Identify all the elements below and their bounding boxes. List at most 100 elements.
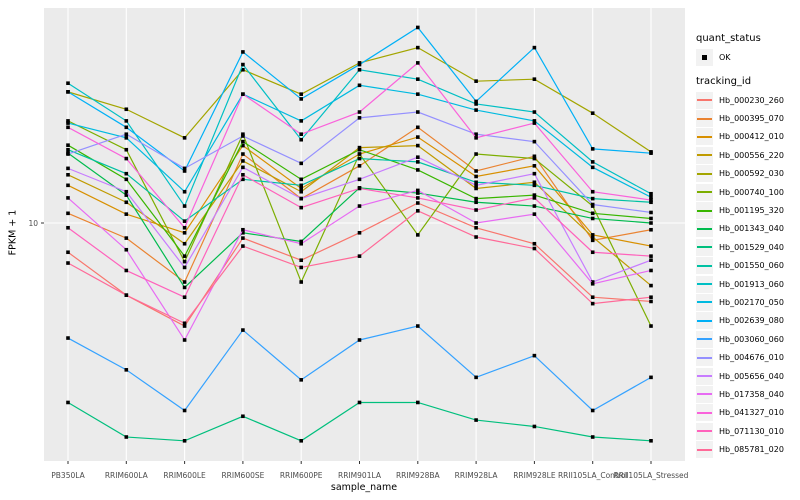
data-point: [299, 186, 303, 191]
legend-item-label: OK: [719, 53, 731, 62]
data-point: [124, 200, 129, 205]
legend-key-box: [696, 91, 713, 109]
legend-item-Hb_004676_010[interactable]: Hb_004676_010: [696, 348, 784, 367]
data-point: [357, 164, 362, 168]
legend-item-Hb_001343_040[interactable]: Hb_001343_040: [696, 220, 784, 238]
data-point: [299, 119, 303, 123]
legend-item-Hb_002639_080[interactable]: Hb_002639_080: [696, 312, 784, 330]
legend-item-Hb_001195_320[interactable]: Hb_001195_320: [696, 201, 784, 220]
data-point: [532, 154, 537, 159]
series-color-swatch-icon: [697, 319, 712, 322]
data-point: [649, 195, 653, 199]
legend-item-ok[interactable]: OK: [696, 49, 731, 66]
data-point: [474, 196, 478, 201]
data-point: [590, 235, 595, 239]
legend-item-label: Hb_000556_220: [719, 150, 784, 160]
data-point: [649, 299, 653, 304]
data-point: [474, 208, 478, 212]
legend-item-Hb_005656_040[interactable]: Hb_005656_040: [696, 367, 784, 385]
data-point: [299, 438, 303, 443]
legend-key-box: [696, 220, 713, 238]
series-color-swatch-icon: [697, 172, 712, 175]
data-point: [182, 280, 187, 284]
legend-item-label: Hb_017358_040: [719, 389, 784, 399]
data-point: [299, 205, 303, 210]
legend: quant_status OK tracking_id Hb_000230_26…: [690, 0, 800, 500]
legend-item-Hb_000592_030[interactable]: Hb_000592_030: [696, 165, 784, 183]
data-point: [357, 110, 362, 114]
series-color-swatch-icon: [697, 246, 712, 249]
data-point: [649, 283, 653, 288]
legend-key-box: [696, 49, 713, 66]
data-point: [532, 110, 537, 114]
x-tick-label: RRIM600LA: [105, 471, 149, 480]
data-point: [299, 92, 303, 96]
data-point: [66, 400, 70, 405]
data-point: [357, 230, 362, 235]
data-point: [532, 424, 537, 429]
legend-item-Hb_085781_020[interactable]: Hb_085781_020: [696, 440, 784, 459]
data-point: [416, 196, 420, 200]
data-point: [649, 258, 653, 263]
data-point: [474, 108, 478, 112]
x-tick-label: RRIM600SE: [221, 471, 264, 480]
legend-item-Hb_001529_040[interactable]: Hb_001529_040: [696, 238, 784, 256]
series-color-swatch-icon: [697, 191, 712, 194]
legend-item-label: Hb_001550_060: [719, 261, 784, 271]
data-point: [590, 435, 595, 439]
data-point: [416, 92, 420, 96]
data-point: [474, 152, 478, 156]
data-point: [357, 400, 362, 405]
series-color-swatch-icon: [697, 448, 712, 451]
data-point: [474, 169, 478, 173]
series-color-swatch-icon: [697, 209, 712, 212]
legend-tracking-id-items: Hb_000230_260 Hb_000395_070 Hb_000412_010 H…: [696, 91, 784, 459]
legend-item-Hb_000740_100[interactable]: Hb_000740_100: [696, 183, 784, 201]
legend-key-box: [696, 330, 713, 348]
legend-item-Hb_071130_010[interactable]: Hb_071130_010: [696, 422, 784, 440]
data-point: [241, 227, 245, 232]
data-point: [474, 375, 478, 380]
legend-key-box: [696, 385, 713, 403]
data-point: [649, 151, 653, 155]
data-point: [416, 233, 420, 237]
legend-item-Hb_017358_040[interactable]: Hb_017358_040: [696, 385, 784, 403]
data-point: [590, 111, 595, 115]
legend-item-Hb_001913_060[interactable]: Hb_001913_060: [696, 275, 784, 293]
x-tick-label: RRIM600PE: [280, 471, 323, 480]
legend-item-Hb_000556_220[interactable]: Hb_000556_220: [696, 146, 784, 164]
data-point: [299, 239, 303, 244]
series-Hb_017358_040: [66, 188, 653, 342]
legend-item-label: Hb_000395_070: [719, 114, 784, 124]
legend-item-Hb_041327_010[interactable]: Hb_041327_010: [696, 404, 784, 422]
data-point: [124, 147, 129, 152]
data-point: [416, 400, 420, 405]
data-point: [124, 247, 129, 252]
series-color-swatch-icon: [697, 430, 712, 433]
data-point: [649, 191, 653, 196]
legend-key-box: [696, 404, 713, 422]
legend-item-Hb_000412_010[interactable]: Hb_000412_010: [696, 128, 784, 146]
legend-item-Hb_002170_050[interactable]: Hb_002170_050: [696, 293, 784, 311]
data-point: [241, 177, 245, 182]
data-point: [532, 171, 537, 176]
legend-item-label: Hb_000592_030: [719, 169, 784, 179]
data-point: [474, 418, 478, 422]
legend-item-Hb_000230_260[interactable]: Hb_000230_260: [696, 91, 784, 109]
legend-item-Hb_003060_060[interactable]: Hb_003060_060: [696, 330, 784, 348]
legend-key-box: [696, 367, 713, 385]
data-point: [299, 161, 303, 166]
data-point: [416, 209, 420, 213]
data-point: [532, 139, 537, 144]
data-point: [416, 25, 420, 30]
data-point: [532, 204, 537, 208]
legend-item-Hb_000395_070[interactable]: Hb_000395_070: [696, 109, 784, 128]
legend-item-label: Hb_001343_040: [719, 224, 784, 234]
data-point: [357, 186, 362, 191]
legend-item-label: Hb_085781_020: [719, 445, 784, 455]
legend-item-Hb_001550_060[interactable]: Hb_001550_060: [696, 257, 784, 275]
legend-key-box: [696, 146, 713, 164]
data-point: [66, 336, 70, 340]
data-point: [182, 295, 187, 300]
data-point: [474, 183, 478, 188]
